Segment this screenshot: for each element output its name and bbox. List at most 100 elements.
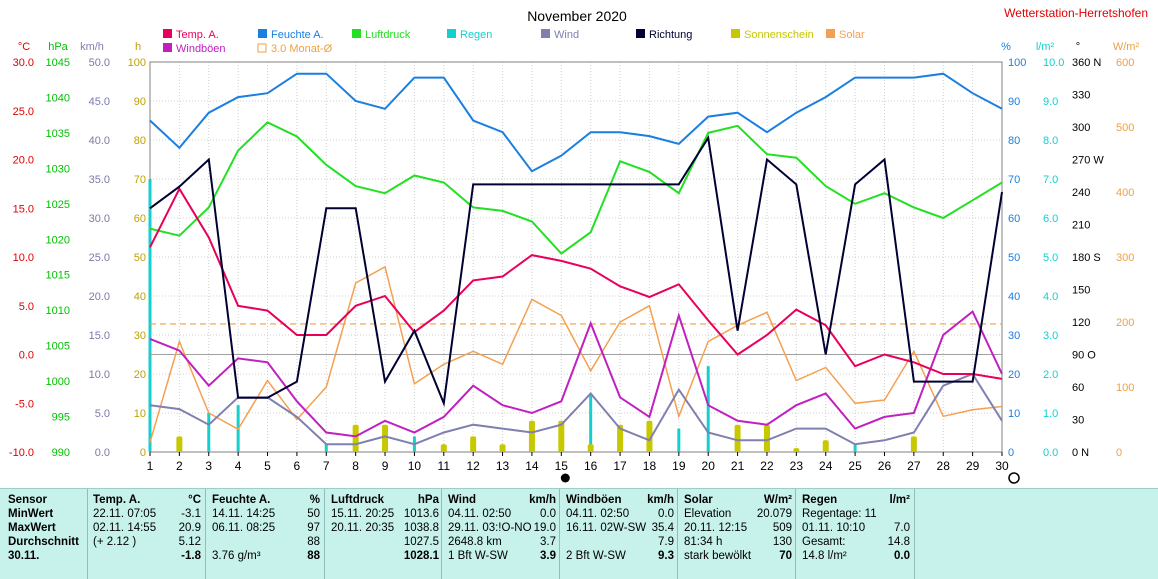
y-tick-sun: 80 bbox=[134, 135, 146, 147]
temp-line bbox=[149, 186, 1003, 380]
stats-rain-row: 01.11. 10:10 7.0 bbox=[802, 521, 910, 535]
axis-tick-labels: 30.0 25.0 20.0 15.0 10.0 5.0 0.0 -5.0 -10.0 1045 1… bbox=[9, 57, 1134, 459]
stats-rain-row: Gesamt: 14.8 bbox=[802, 535, 910, 549]
stats-sensor-row: 30.11. bbox=[8, 550, 40, 562]
stats-solar-row: 20.11. 12:15 509 bbox=[684, 521, 792, 535]
sunshine-bar bbox=[617, 424, 624, 452]
stats-label bbox=[331, 535, 404, 549]
x-tick-label: 6 bbox=[294, 459, 301, 473]
y-tick-solar: 300 bbox=[1116, 252, 1134, 264]
y-tick-wind: 30.0 bbox=[89, 213, 110, 225]
x-tick-label: 20 bbox=[702, 459, 716, 473]
x-tick-label: 25 bbox=[848, 459, 862, 473]
y-tick-direction: 210 bbox=[1072, 220, 1090, 232]
sunshine-bar bbox=[499, 444, 506, 452]
stats-label: 2 Bft W-SW bbox=[566, 550, 626, 562]
y-tick-pressure: 995 bbox=[52, 412, 70, 424]
stats-value: 97 bbox=[307, 522, 320, 534]
stats-sensor: Sensor MinWert MaxWert Durchschnitt 30.1… bbox=[8, 493, 84, 563]
stats-value: 3.7 bbox=[540, 536, 556, 548]
legend-swatch bbox=[163, 43, 172, 52]
sunshine-bar bbox=[176, 436, 183, 452]
y-tick-wind: 50.0 bbox=[89, 57, 110, 69]
y-tick-pressure: 1030 bbox=[46, 163, 70, 175]
x-tick-label: 12 bbox=[466, 459, 480, 473]
legend-swatch bbox=[257, 43, 267, 53]
stats-pressure-unit: hPa bbox=[417, 494, 439, 506]
y-tick-direction: 300 bbox=[1072, 122, 1090, 134]
stats-label: 22.11. 07:05 bbox=[93, 508, 157, 520]
statistics-panel: Sensor MinWert MaxWert Durchschnitt 30.1… bbox=[0, 488, 1158, 579]
stats-temp-unit: °C bbox=[188, 494, 201, 506]
stats-label: 20.11. 20:35 bbox=[331, 522, 395, 534]
y-tick-humidity: 70 bbox=[1008, 174, 1020, 186]
legend-label: Richtung bbox=[649, 29, 692, 41]
y-tick-pressure: 1025 bbox=[46, 199, 70, 211]
y-tick-pressure: 1000 bbox=[46, 376, 70, 388]
legend-label: Luftdruck bbox=[365, 29, 411, 41]
legend-swatch bbox=[352, 29, 361, 38]
y-tick-pressure: 1045 bbox=[46, 57, 70, 69]
axis-unit-temp: °C bbox=[18, 41, 30, 53]
legend-label: 3.0 Monat-Ø bbox=[271, 43, 333, 55]
stats-wind-unit: km/h bbox=[529, 494, 556, 506]
x-tick-label: 2 bbox=[176, 459, 183, 473]
sunshine-bar bbox=[440, 444, 447, 452]
y-tick-humidity: 0 bbox=[1008, 447, 1014, 459]
stats-temp-header: Temp. A. °C bbox=[93, 493, 201, 507]
y-tick-sun: 40 bbox=[134, 291, 146, 303]
stats-solar-unit: W/m² bbox=[763, 494, 792, 506]
stats-humidity-row: 88 bbox=[212, 535, 320, 549]
stats-label: 01.11. 10:10 bbox=[802, 522, 866, 534]
axis-unit-direction: ° bbox=[1076, 41, 1080, 53]
rain-bar bbox=[706, 366, 710, 452]
y-tick-pressure: 1035 bbox=[46, 128, 70, 140]
y-tick-wind: 10.0 bbox=[89, 369, 110, 381]
stats-wind-title: Wind bbox=[448, 494, 476, 506]
stats-rain-title: Regen bbox=[802, 494, 838, 506]
x-tick-label: 5 bbox=[264, 459, 271, 473]
y-tick-direction: 30 bbox=[1072, 415, 1084, 427]
stats-humidity: Feuchte A.% 14.11. 14:25 50 06.11. 08:25 97 8… bbox=[212, 493, 320, 563]
axis-unit-sun: h bbox=[135, 41, 141, 53]
stats-wind-row: 04.11. 02:50 0.0 bbox=[448, 507, 556, 521]
stats-sensor-row: Durchschnitt bbox=[8, 536, 79, 548]
x-tick-label: 26 bbox=[878, 459, 892, 473]
gusts-line bbox=[149, 310, 1003, 438]
y-tick-wind: 40.0 bbox=[89, 135, 110, 147]
x-tick-label: 11 bbox=[438, 459, 451, 473]
y-tick-wind: 45.0 bbox=[89, 96, 110, 108]
legend-swatch bbox=[447, 29, 456, 38]
y-tick-wind: 35.0 bbox=[89, 174, 110, 186]
direction-line bbox=[149, 134, 1003, 408]
x-tick-label: 24 bbox=[819, 459, 833, 473]
sunshine-bar bbox=[763, 424, 770, 452]
y-tick-rain: 3.0 bbox=[1043, 330, 1058, 342]
y-tick-rain: 10.0 bbox=[1043, 57, 1064, 69]
legend-label: Solar bbox=[839, 29, 865, 41]
stats-pressure-row: 20.11. 20:35 1038.8 bbox=[331, 521, 439, 535]
stats-humidity-row: 3.76 g/m³ 88 bbox=[212, 549, 320, 563]
x-tick-label: 9 bbox=[382, 459, 389, 473]
y-tick-solar: 100 bbox=[1116, 382, 1134, 394]
x-tick-label: 7 bbox=[323, 459, 330, 473]
stats-sensor-row: MinWert bbox=[8, 508, 54, 520]
stats-pressure-row: 1027.5 bbox=[331, 535, 439, 549]
sunshine-bar bbox=[470, 436, 477, 452]
stats-value: 14.8 bbox=[887, 536, 910, 548]
y-tick-direction: 0 N bbox=[1072, 447, 1089, 459]
y-tick-sun: 20 bbox=[134, 369, 146, 381]
x-tick-label: 16 bbox=[584, 459, 598, 473]
y-tick-pressure: 1040 bbox=[46, 92, 70, 104]
y-tick-temp: 10.0 bbox=[13, 252, 34, 264]
stats-label: 1 Bft W-SW bbox=[448, 550, 508, 562]
legend-swatch bbox=[163, 29, 172, 38]
legend-swatch bbox=[826, 29, 835, 38]
y-tick-rain: 7.0 bbox=[1043, 174, 1058, 186]
stats-humidity-unit: % bbox=[309, 494, 320, 506]
x-tick-label: 13 bbox=[496, 459, 510, 473]
y-tick-direction: 360 N bbox=[1072, 57, 1101, 69]
legend-swatch bbox=[541, 29, 550, 38]
y-tick-rain: 5.0 bbox=[1043, 252, 1058, 264]
stats-label: 2648.8 km bbox=[448, 536, 502, 548]
